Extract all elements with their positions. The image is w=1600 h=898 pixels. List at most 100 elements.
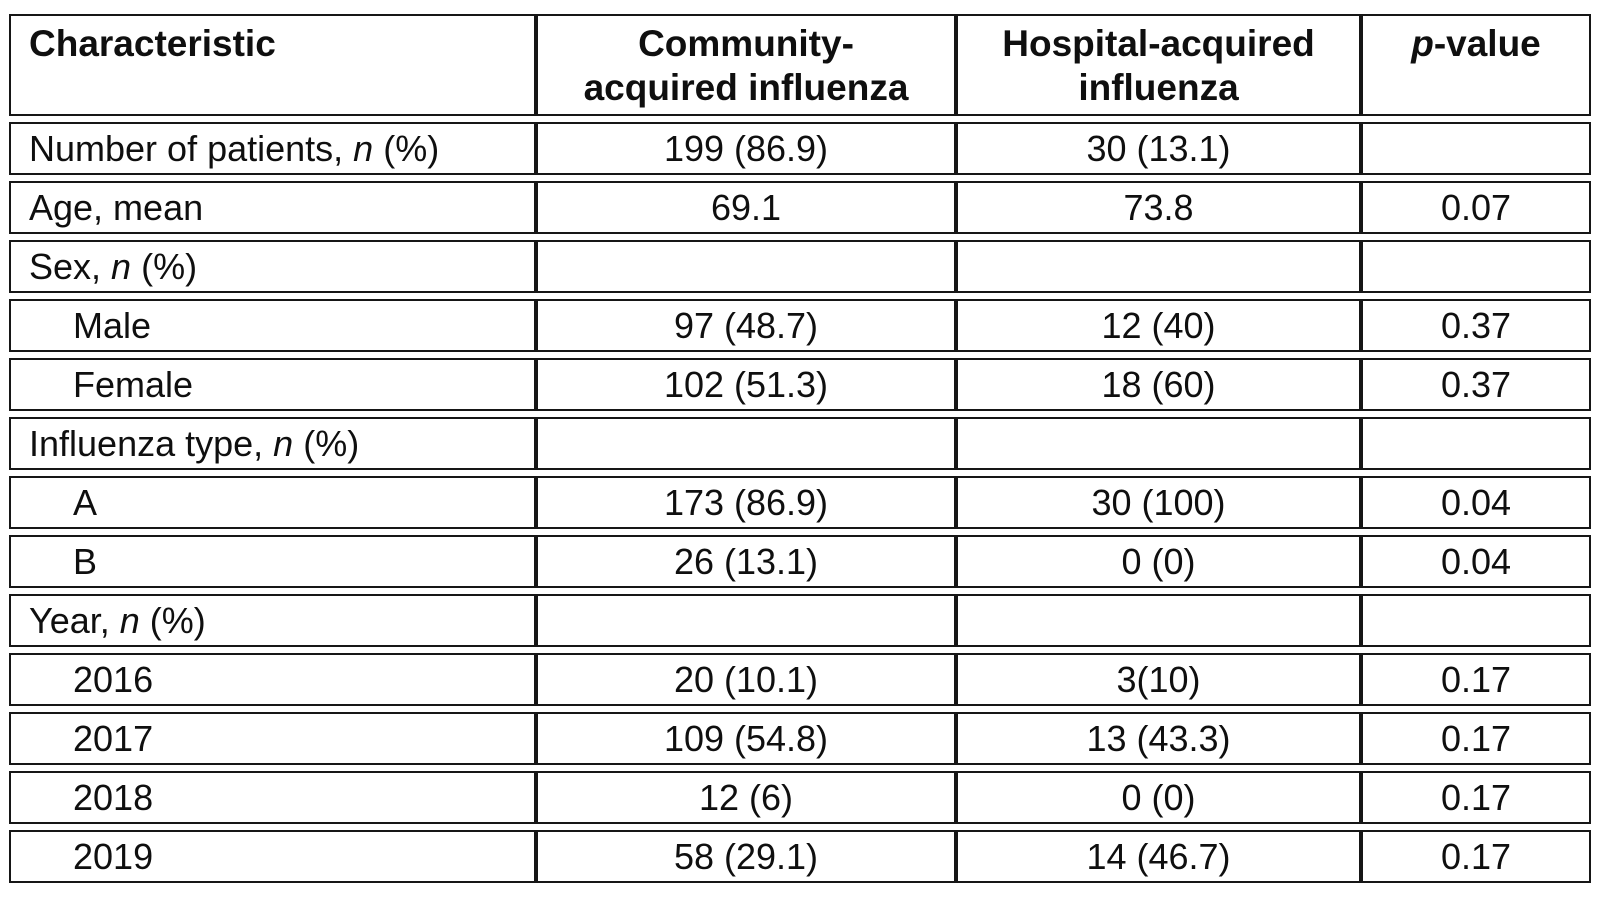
cell-hospital-value: 13 (43.3)	[956, 712, 1361, 765]
label-text: Year,	[29, 599, 120, 641]
cell-community-value: 109 (54.8)	[536, 712, 956, 765]
label-text: Number of patients,	[29, 127, 354, 169]
cell-p-value: 0.07	[1361, 181, 1591, 234]
label-text-italic: n	[273, 422, 294, 464]
table-row-year-group: Year, n (%)	[9, 594, 1591, 647]
cell-p-value: 0.17	[1361, 712, 1591, 765]
cell-characteristic: Influenza type, n (%)	[9, 417, 536, 470]
header-text: Characteristic	[29, 23, 276, 64]
cell-p-value	[1361, 240, 1591, 293]
cell-p-value: 0.17	[1361, 653, 1591, 706]
cell-p-value: 0.04	[1361, 476, 1591, 529]
header-text-italic: p	[1411, 23, 1434, 64]
cell-hospital-value: 0 (0)	[956, 535, 1361, 588]
cell-characteristic: 2016	[9, 653, 536, 706]
cell-hospital-value	[956, 417, 1361, 470]
table-header: Characteristic Community- acquired influ…	[9, 14, 1591, 116]
cell-p-value	[1361, 122, 1591, 175]
table-body: Number of patients, n (%) 199 (86.9) 30 …	[9, 122, 1591, 883]
column-header-characteristic: Characteristic	[9, 14, 536, 116]
table-row-age-mean: Age, mean 69.1 73.8 0.07	[9, 181, 1591, 234]
cell-community-value: 97 (48.7)	[536, 299, 956, 352]
table-row-male: Male 97 (48.7) 12 (40) 0.37	[9, 299, 1591, 352]
cell-hospital-value	[956, 240, 1361, 293]
cell-hospital-value: 18 (60)	[956, 358, 1361, 411]
table-row-type-a: A 173 (86.9) 30 (100) 0.04	[9, 476, 1591, 529]
label-text: Female	[73, 363, 194, 405]
header-text: Hospital-acquired influenza	[1002, 23, 1315, 108]
header-row: Characteristic Community- acquired influ…	[9, 14, 1591, 116]
label-text: Influenza type,	[29, 422, 274, 464]
table-row-female: Female 102 (51.3) 18 (60) 0.37	[9, 358, 1591, 411]
label-text: 2018	[73, 776, 154, 818]
cell-hospital-value	[956, 594, 1361, 647]
label-text-italic: n	[353, 127, 374, 169]
cell-community-value: 199 (86.9)	[536, 122, 956, 175]
header-text: -value	[1433, 23, 1541, 64]
cell-community-value	[536, 240, 956, 293]
cell-p-value	[1361, 594, 1591, 647]
patient-characteristics-table: Characteristic Community- acquired influ…	[9, 8, 1591, 889]
label-text-italic: n	[119, 599, 140, 641]
cell-characteristic: A	[9, 476, 536, 529]
table-row-type-b: B 26 (13.1) 0 (0) 0.04	[9, 535, 1591, 588]
cell-characteristic: Age, mean	[9, 181, 536, 234]
cell-characteristic: Year, n (%)	[9, 594, 536, 647]
cell-p-value: 0.37	[1361, 358, 1591, 411]
label-text: (%)	[139, 599, 206, 641]
cell-characteristic: Number of patients, n (%)	[9, 122, 536, 175]
label-text: (%)	[373, 127, 440, 169]
cell-hospital-value: 3(10)	[956, 653, 1361, 706]
cell-characteristic: 2019	[9, 830, 536, 883]
label-text: 2016	[73, 658, 154, 700]
cell-community-value: 102 (51.3)	[536, 358, 956, 411]
table-row-2019: 2019 58 (29.1) 14 (46.7) 0.17	[9, 830, 1591, 883]
column-header-community-acquired: Community- acquired influenza	[536, 14, 956, 116]
table-row-2016: 2016 20 (10.1) 3(10) 0.17	[9, 653, 1591, 706]
cell-characteristic: 2018	[9, 771, 536, 824]
label-text: (%)	[131, 245, 198, 287]
cell-community-value	[536, 594, 956, 647]
label-text: A	[73, 481, 98, 523]
table-row-influenza-type-group: Influenza type, n (%)	[9, 417, 1591, 470]
table-row-2018: 2018 12 (6) 0 (0) 0.17	[9, 771, 1591, 824]
cell-community-value: 26 (13.1)	[536, 535, 956, 588]
cell-hospital-value: 30 (13.1)	[956, 122, 1361, 175]
label-text: (%)	[293, 422, 360, 464]
label-text-italic: n	[111, 245, 132, 287]
label-text: Male	[73, 304, 152, 346]
cell-hospital-value: 0 (0)	[956, 771, 1361, 824]
cell-community-value: 58 (29.1)	[536, 830, 956, 883]
cell-p-value	[1361, 417, 1591, 470]
cell-community-value: 12 (6)	[536, 771, 956, 824]
label-text: Sex,	[29, 245, 112, 287]
cell-hospital-value: 12 (40)	[956, 299, 1361, 352]
label-text: B	[73, 540, 98, 582]
cell-hospital-value: 73.8	[956, 181, 1361, 234]
cell-hospital-value: 14 (46.7)	[956, 830, 1361, 883]
header-text: Community- acquired influenza	[583, 23, 909, 108]
cell-characteristic: B	[9, 535, 536, 588]
cell-community-value	[536, 417, 956, 470]
cell-community-value: 20 (10.1)	[536, 653, 956, 706]
cell-characteristic: Sex, n (%)	[9, 240, 536, 293]
label-text: 2019	[73, 835, 154, 877]
label-text: Age, mean	[29, 186, 204, 228]
cell-p-value: 0.17	[1361, 830, 1591, 883]
column-header-p-value: p-value	[1361, 14, 1591, 116]
cell-p-value: 0.04	[1361, 535, 1591, 588]
label-text: 2017	[73, 717, 154, 759]
table-row-number-of-patients: Number of patients, n (%) 199 (86.9) 30 …	[9, 122, 1591, 175]
table-row-sex-group: Sex, n (%)	[9, 240, 1591, 293]
cell-community-value: 173 (86.9)	[536, 476, 956, 529]
table-row-2017: 2017 109 (54.8) 13 (43.3) 0.17	[9, 712, 1591, 765]
column-header-hospital-acquired: Hospital-acquired influenza	[956, 14, 1361, 116]
cell-community-value: 69.1	[536, 181, 956, 234]
cell-p-value: 0.37	[1361, 299, 1591, 352]
cell-characteristic: Female	[9, 358, 536, 411]
cell-p-value: 0.17	[1361, 771, 1591, 824]
cell-characteristic: Male	[9, 299, 536, 352]
cell-hospital-value: 30 (100)	[956, 476, 1361, 529]
cell-characteristic: 2017	[9, 712, 536, 765]
